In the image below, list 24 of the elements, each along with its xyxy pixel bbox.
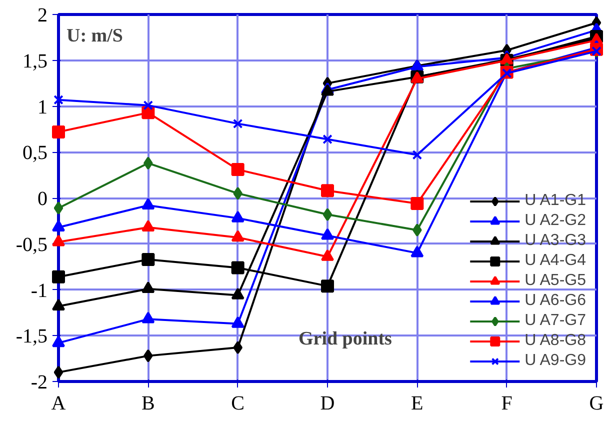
x-tick-label: G — [589, 392, 604, 414]
annotation: U: m/S — [66, 26, 123, 46]
y-tick-label: 0,5 — [22, 142, 48, 164]
x-tick-label: D — [320, 392, 335, 414]
legend-label: U A7-G7 — [524, 312, 586, 330]
legend-label: U A6-G6 — [524, 292, 586, 310]
y-tick-label: 0 — [38, 188, 48, 210]
legend-label: U A9-G9 — [524, 352, 586, 370]
y-tick-label: -1 — [30, 280, 48, 302]
y-tick-label: 1,5 — [22, 50, 48, 72]
y-tick-label: -2 — [30, 372, 48, 394]
x-tick-label: C — [231, 392, 245, 414]
y-tick-label: 2 — [38, 4, 48, 26]
x-tick-label: E — [411, 392, 424, 414]
legend-label: U A2-G2 — [524, 212, 586, 230]
y-tick-label: -0,5 — [16, 234, 48, 256]
legend-label: U A5-G5 — [524, 272, 586, 290]
x-tick-label: A — [51, 392, 66, 414]
legend-label: U A8-G8 — [524, 332, 586, 350]
y-tick-label: -1,5 — [16, 326, 48, 348]
x-tick-label: B — [141, 392, 155, 414]
x-tick-label: F — [501, 392, 512, 414]
y-tick-label: 1 — [38, 96, 48, 118]
legend-label: U A4-G4 — [524, 252, 586, 270]
